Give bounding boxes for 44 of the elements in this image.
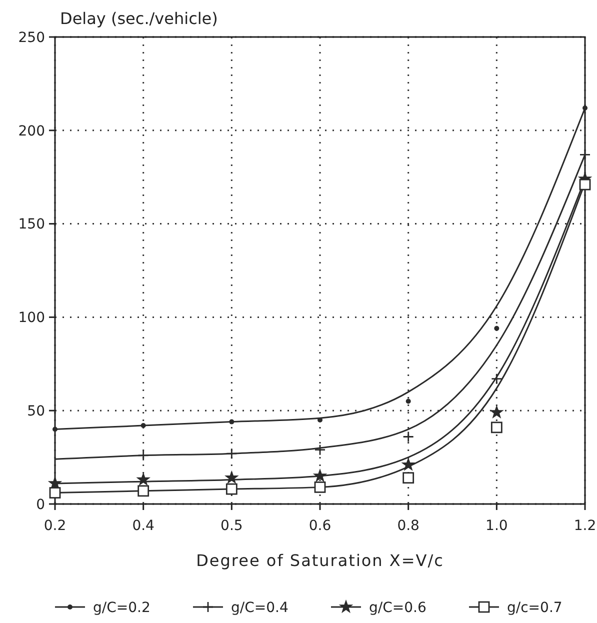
legend-label: g/C=0.6 xyxy=(369,600,426,616)
point xyxy=(402,431,414,442)
x-tick-label: 1.2 xyxy=(574,518,596,534)
x-tick-label: 0.2 xyxy=(44,518,66,534)
point xyxy=(138,485,150,497)
point xyxy=(140,423,146,428)
point xyxy=(490,373,502,385)
y-axis-title: Delay (sec./vehicle) xyxy=(60,9,218,28)
point xyxy=(48,476,62,489)
point xyxy=(137,473,150,486)
point xyxy=(402,458,415,470)
point xyxy=(226,483,238,495)
y-tick-label: 0 xyxy=(36,496,45,513)
point xyxy=(406,398,411,404)
y-tick-label: 200 xyxy=(18,123,45,140)
legend-label: g/C=0.4 xyxy=(231,600,288,616)
x-tick-label: 0.5 xyxy=(220,518,243,534)
legend-label: g/c=0.7 xyxy=(507,600,562,616)
point xyxy=(226,448,238,460)
point xyxy=(52,426,58,432)
point xyxy=(494,326,500,331)
point xyxy=(138,450,150,462)
point xyxy=(314,469,326,482)
legend-label: g/C=0.2 xyxy=(93,600,150,616)
point xyxy=(579,148,591,160)
y-tick-label: 250 xyxy=(18,30,45,46)
point xyxy=(582,105,588,110)
point xyxy=(229,419,234,424)
point xyxy=(49,487,61,498)
x-tick-label: 1.0 xyxy=(486,518,508,534)
point xyxy=(314,444,326,456)
point xyxy=(314,481,326,493)
y-tick-label: 100 xyxy=(18,310,45,326)
y-tick-label: 50 xyxy=(27,404,45,420)
y-tick-label: 150 xyxy=(18,216,45,233)
point xyxy=(490,422,502,434)
x-axis-title: Degree of Saturation X=V/c xyxy=(196,551,444,570)
point xyxy=(402,472,414,484)
point xyxy=(579,178,591,190)
x-tick-label: 0.8 xyxy=(397,518,420,534)
point xyxy=(225,471,238,484)
point xyxy=(490,406,503,418)
x-tick-label: 0.6 xyxy=(308,518,332,534)
x-tick-label: 0.4 xyxy=(132,518,155,534)
